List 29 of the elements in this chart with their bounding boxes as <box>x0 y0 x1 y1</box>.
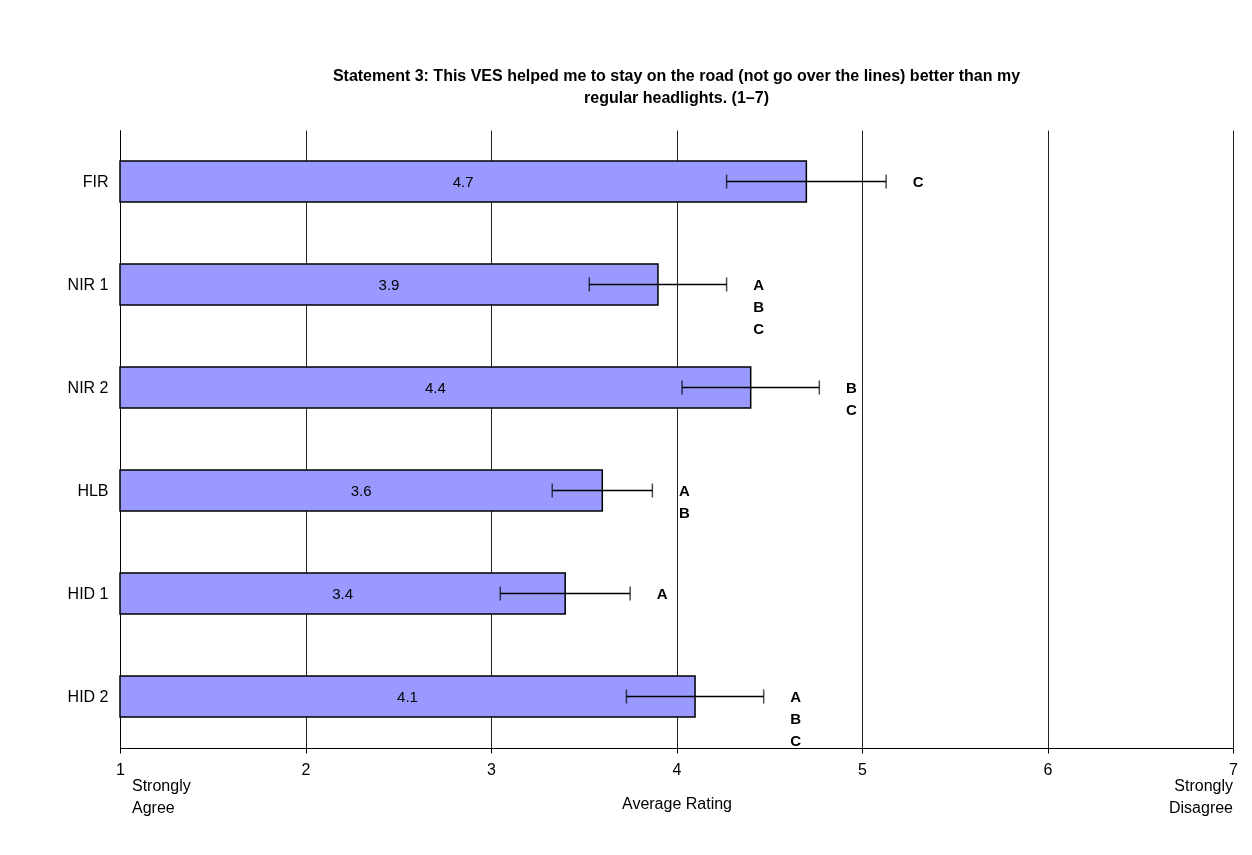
y-tick-label: NIR 2 <box>67 378 109 396</box>
chart-title: Statement 3: This VES helped me to stay on the road (not go over the lines) better than my regular headlights. (1–7) <box>332 67 1021 106</box>
y-tick-label: NIR 1 <box>67 275 109 293</box>
x-tick-label: 6 <box>1043 760 1053 778</box>
y-tick-label: FIR <box>82 172 109 190</box>
x-tick-label: 2 <box>301 760 311 778</box>
x-tick-label: 5 <box>858 760 868 778</box>
y-tick-label: HID 2 <box>67 687 109 705</box>
annotation: A B C <box>753 275 765 337</box>
data-label: 3.6 <box>350 481 372 499</box>
annotation: A <box>656 584 668 602</box>
text: Strongly Disagree <box>1168 777 1234 816</box>
y-tick-label: HLB <box>77 481 109 499</box>
data-label: 4.7 <box>452 172 474 190</box>
annotation: C <box>912 172 924 190</box>
x-tick-label: 4 <box>672 760 682 778</box>
x-axis-title: Average Rating <box>622 794 732 812</box>
annotation: B C <box>845 378 857 418</box>
data-label: 3.9 <box>378 275 400 293</box>
annotation: A B C <box>790 687 802 749</box>
y-tick-label: HID 1 <box>67 584 109 602</box>
data-label: 4.4 <box>424 378 446 396</box>
text: Strongly Agree <box>132 777 191 816</box>
x-tick-label: 1 <box>116 760 126 778</box>
annotation: A B <box>678 481 690 521</box>
x-tick-label: 3 <box>487 760 497 778</box>
data-label: 4.1 <box>397 687 418 705</box>
data-label: 3.4 <box>332 584 354 602</box>
x-tick-label: 7 <box>1229 760 1239 778</box>
